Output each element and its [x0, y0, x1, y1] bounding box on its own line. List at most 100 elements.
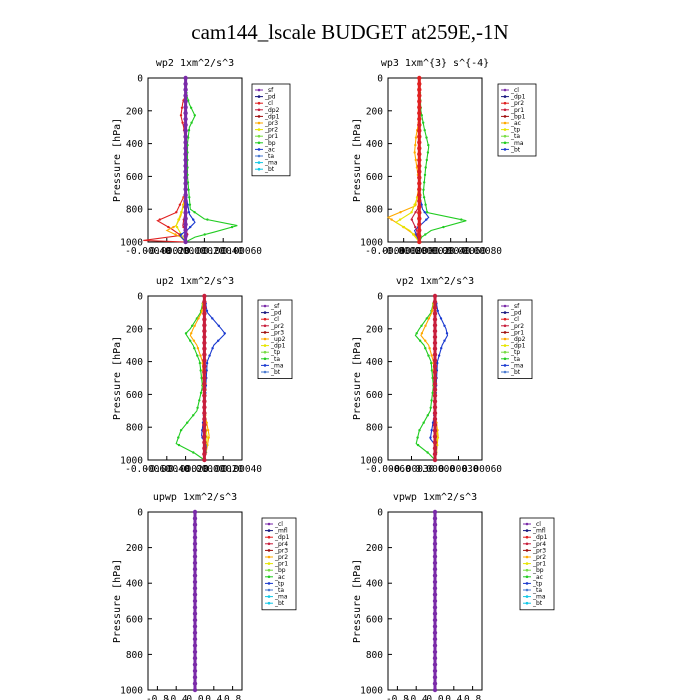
y-tick-label: 400	[126, 579, 143, 590]
series-point	[432, 428, 438, 433]
series-point	[432, 516, 438, 521]
legend-entry: _ac	[264, 146, 275, 153]
chart-title: wp2 1xm^2/s^3	[156, 58, 234, 69]
x-tick-label: -0.00040	[125, 246, 171, 257]
x-tick-label: 0.0	[426, 694, 443, 700]
legend-entry: _ma	[532, 594, 546, 601]
legend-marker	[503, 317, 507, 321]
series-point	[190, 332, 193, 335]
legend-entry: _ta	[274, 587, 284, 594]
series-point	[205, 309, 209, 313]
legend-entry: _cl	[264, 100, 273, 107]
legend-marker	[263, 364, 267, 367]
series-point	[192, 528, 198, 534]
legend-entry: _bp	[264, 140, 276, 147]
x-tick-label: -0.00020	[381, 246, 427, 257]
series-point	[425, 136, 428, 139]
series-point	[423, 129, 426, 132]
series-point	[430, 429, 433, 432]
legend-entry: _ma	[270, 362, 284, 369]
legend-entry: _ma	[510, 362, 524, 369]
series-point	[398, 218, 402, 221]
series-point	[192, 649, 198, 655]
legend-marker	[263, 337, 267, 341]
series-point	[432, 416, 438, 422]
series-point	[424, 324, 427, 327]
series-point	[432, 440, 438, 445]
y-tick-label: 0	[377, 292, 383, 303]
legend-marker	[267, 555, 271, 559]
legend-entry: _pr1	[510, 107, 524, 114]
series-point	[180, 106, 184, 110]
legend-entry: _dp1	[270, 343, 286, 350]
chart-title: vpwp 1xm^2/s^3	[393, 492, 477, 503]
y-tick-label: 600	[126, 390, 143, 401]
series-point	[432, 554, 438, 559]
y-tick-label: 1000	[120, 686, 143, 697]
y-tick-label: 0	[137, 508, 143, 519]
series-point	[432, 293, 438, 299]
plot-frame	[387, 77, 483, 243]
series-point	[192, 414, 195, 417]
legend-marker	[525, 601, 529, 605]
legend-entry: _ta	[532, 587, 542, 594]
series-point	[432, 422, 438, 428]
series-point	[426, 451, 429, 454]
series-point	[417, 175, 422, 180]
series-point	[417, 116, 422, 122]
series-point	[432, 393, 438, 398]
series-point	[432, 656, 438, 661]
series-point	[183, 146, 188, 151]
series-point	[202, 440, 207, 445]
series-point	[202, 317, 207, 322]
series-point	[432, 624, 438, 629]
legend-marker	[503, 141, 507, 145]
series-point	[430, 361, 433, 365]
legend-entry: _mfl	[532, 528, 546, 535]
legend-entry: _pr1	[264, 133, 278, 140]
y-tick-label: 200	[366, 543, 383, 554]
legend-entry: _ma	[510, 140, 524, 147]
series-point	[417, 140, 422, 145]
legend-marker	[257, 115, 261, 118]
series-point	[417, 105, 422, 110]
series-point	[423, 173, 427, 177]
chart-title: vp2 1xm^2/s^3	[396, 276, 474, 287]
series-point	[422, 188, 425, 191]
y-tick-label: 400	[366, 357, 383, 368]
legend: _sf_pd_cl_pr2_pr3_up2_dp1_tp_ta_ma_bt	[257, 299, 293, 379]
series-point	[199, 369, 202, 372]
series-point	[179, 114, 183, 117]
series-point	[192, 656, 198, 661]
x-tick-label: 0.00020	[184, 246, 224, 257]
series-point	[424, 166, 427, 169]
series-point	[187, 188, 190, 191]
x-tick-label: -0.00040	[365, 246, 411, 257]
y-tick-label: 800	[366, 423, 383, 434]
series-point	[211, 317, 214, 320]
series-point	[192, 687, 198, 693]
legend-entry: _mfl	[274, 528, 288, 535]
series-point	[211, 347, 214, 350]
x-tick-label: 0.00000	[415, 464, 455, 475]
series-point	[202, 346, 207, 351]
legend-entry: _pr2	[532, 554, 546, 561]
series-point	[432, 611, 438, 616]
legend: _cl_mfl_dp1_pr4_pr3_pr2_pr1_bp_ac_tp_ta_…	[261, 517, 297, 611]
legend-marker	[257, 95, 261, 98]
y-tick-label: 200	[126, 324, 143, 335]
y-tick-label: 400	[126, 357, 143, 368]
series-point	[402, 225, 406, 229]
series-point	[183, 192, 188, 198]
y-tick-label: 0	[137, 74, 143, 85]
y-tick-label: 200	[126, 543, 143, 554]
series-point	[167, 225, 170, 229]
series-point	[432, 317, 438, 322]
legend-entry: _ac	[510, 120, 521, 127]
series-point	[175, 225, 179, 229]
series-point	[193, 347, 196, 350]
series-point	[442, 225, 445, 229]
series-point	[202, 416, 207, 422]
legend-marker	[257, 141, 261, 145]
series-point	[183, 116, 188, 122]
